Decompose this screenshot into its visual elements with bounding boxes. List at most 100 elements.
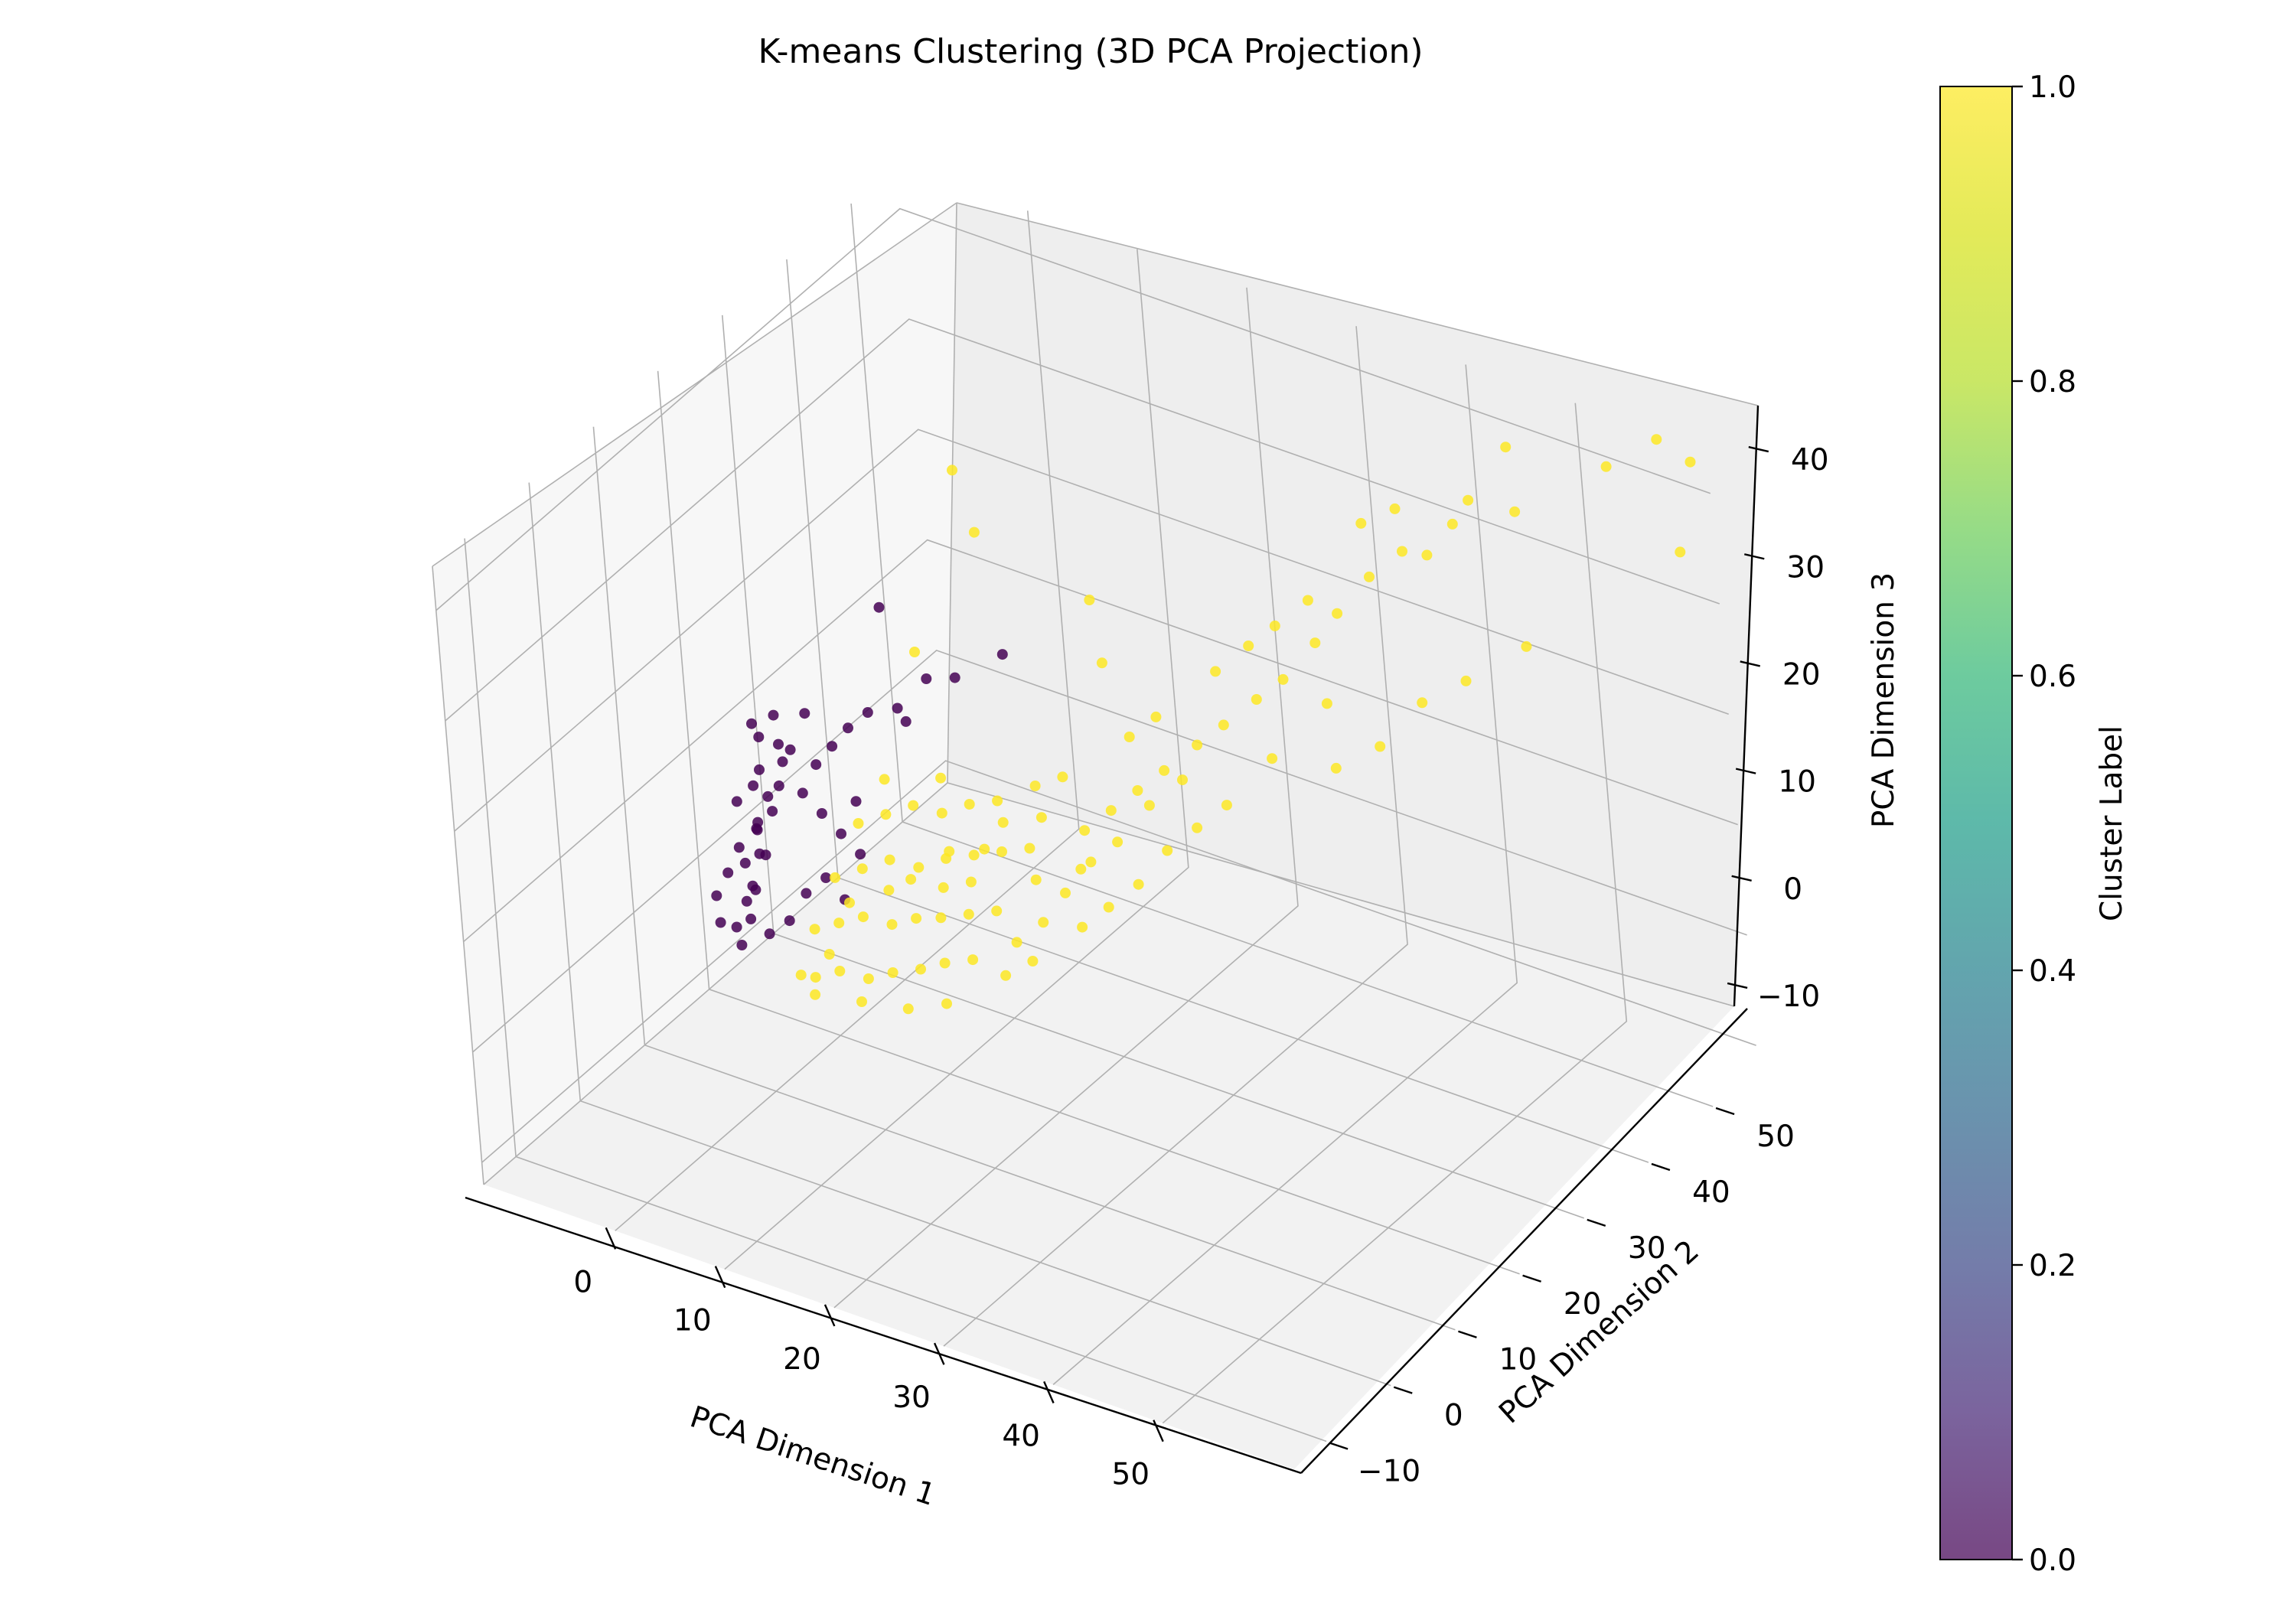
z-tick-label: 30 <box>1786 550 1825 585</box>
z-grid-line <box>481 760 1756 1163</box>
cluster-1-point <box>913 862 925 873</box>
x-tick-mark <box>823 1304 836 1327</box>
z-tick-label: 10 <box>1778 765 1816 800</box>
cluster-1-point <box>1096 657 1107 669</box>
cluster-1-point <box>809 924 820 935</box>
cluster-1-point <box>834 966 846 976</box>
colorbar-tick-label: 0.0 <box>2029 1543 2076 1578</box>
y-tick-label: 40 <box>1692 1175 1730 1210</box>
z-axis-line <box>1733 405 1760 1007</box>
cluster-1-point <box>915 963 926 975</box>
x-grid-line <box>833 287 1299 1309</box>
x-tick-label: 10 <box>673 1304 712 1338</box>
colorbar-label: Cluster Label <box>2095 725 2129 921</box>
cluster-1-point <box>1027 956 1039 966</box>
cluster-1-point <box>857 911 869 923</box>
y-tick-mark <box>1393 1386 1413 1394</box>
z-tick-mark <box>1748 445 1769 453</box>
cluster-1-point <box>879 774 890 785</box>
cluster-1-point <box>863 973 874 984</box>
cluster-1-point <box>1079 825 1091 836</box>
cluster-1-point <box>1077 921 1088 933</box>
y-tick-mark <box>1715 1107 1735 1116</box>
cluster-0-point <box>741 895 752 907</box>
z-grid-line <box>435 207 1711 611</box>
cluster-1-point <box>1251 694 1262 705</box>
cluster-1-point <box>1600 461 1612 472</box>
cluster-1-point <box>1132 785 1143 796</box>
z-axis-label: PCA Dimension 3 <box>1867 572 1901 828</box>
cluster-1-point <box>964 799 975 810</box>
cluster-1-point <box>1509 506 1521 517</box>
cluster-0-point <box>850 796 862 807</box>
cluster-1-point <box>1446 518 1458 530</box>
colorbar-tick-label: 0.4 <box>2029 954 2076 989</box>
cluster-1-point <box>853 818 864 829</box>
cluster-0-point <box>768 709 779 721</box>
cluster-1-point <box>905 874 917 885</box>
cluster-1-point <box>963 908 974 920</box>
z-grid-line <box>445 318 1720 722</box>
cluster-0-point <box>762 790 774 802</box>
z-grid-line <box>454 429 1729 832</box>
cluster-1-point <box>830 872 840 883</box>
cluster-0-point <box>711 890 722 901</box>
cluster-1-point <box>911 913 922 924</box>
cluster-1-point <box>1150 711 1162 722</box>
cluster-0-point <box>752 817 764 828</box>
y-tick-mark <box>1587 1218 1606 1227</box>
cluster-0-point <box>739 857 751 869</box>
cluster-1-point <box>1112 836 1124 848</box>
y-tick-label: 0 <box>1444 1399 1463 1433</box>
y-tick-label: 20 <box>1564 1287 1602 1322</box>
z-tick-mark <box>1743 553 1765 560</box>
y-tick-mark <box>1458 1330 1477 1338</box>
cluster-1-point <box>935 772 947 784</box>
cluster-1-point <box>1024 843 1035 854</box>
cluster-1-point <box>1011 937 1022 948</box>
cluster-0-point <box>754 848 765 859</box>
cluster-1-point <box>823 949 835 960</box>
cluster-1-point <box>1030 874 1042 885</box>
cluster-1-point <box>1330 762 1342 774</box>
cluster-1-point <box>1332 608 1343 619</box>
x-tick-label: 20 <box>783 1342 821 1377</box>
cluster-0-point <box>810 759 822 771</box>
cluster-1-point <box>1421 549 1433 561</box>
cluster-0-point <box>773 780 784 791</box>
x-grid-line <box>1162 403 1628 1424</box>
cluster-1-point <box>886 919 898 931</box>
cluster-0-point <box>747 880 758 892</box>
cluster-1-point <box>997 817 1009 828</box>
cluster-0-point <box>746 718 757 729</box>
y-tick-label: 50 <box>1756 1120 1795 1154</box>
cluster-0-point <box>827 741 838 752</box>
cluster-1-point <box>1302 595 1313 606</box>
cluster-0-point <box>715 917 726 928</box>
cluster-1-point <box>1321 698 1332 709</box>
cluster-1-point <box>1210 666 1221 677</box>
pane-edges <box>432 202 1759 1185</box>
cluster-1-point <box>968 849 980 861</box>
cluster-1-point <box>887 967 899 978</box>
colorbar-tick-label: 1.0 <box>2029 70 2076 105</box>
cluster-1-point <box>1651 434 1662 445</box>
cluster-0-point <box>843 722 853 734</box>
pane-floor <box>484 783 1734 1469</box>
cluster-0-point <box>736 940 748 950</box>
cluster-0-point <box>784 915 795 927</box>
cluster-0-point <box>836 828 846 839</box>
cluster-1-point <box>968 526 980 538</box>
cluster-0-point <box>797 787 808 799</box>
cluster-1-point <box>1192 739 1203 751</box>
x-tick-label: 30 <box>892 1380 931 1415</box>
cluster-1-point <box>810 989 821 1000</box>
cluster-1-point <box>939 957 951 969</box>
axis-ticks: 0 10 20 30 40 50 −10 0 10 20 30 40 50 −10 0 10 20 30 40 <box>573 443 1828 1492</box>
scatter-points <box>711 434 1696 1015</box>
cluster-1-point <box>944 846 955 857</box>
cluster-1-point <box>1463 494 1474 506</box>
chart-title: K-means Clustering (3D PCA Projection) <box>758 32 1423 71</box>
cluster-1-point <box>883 885 895 896</box>
